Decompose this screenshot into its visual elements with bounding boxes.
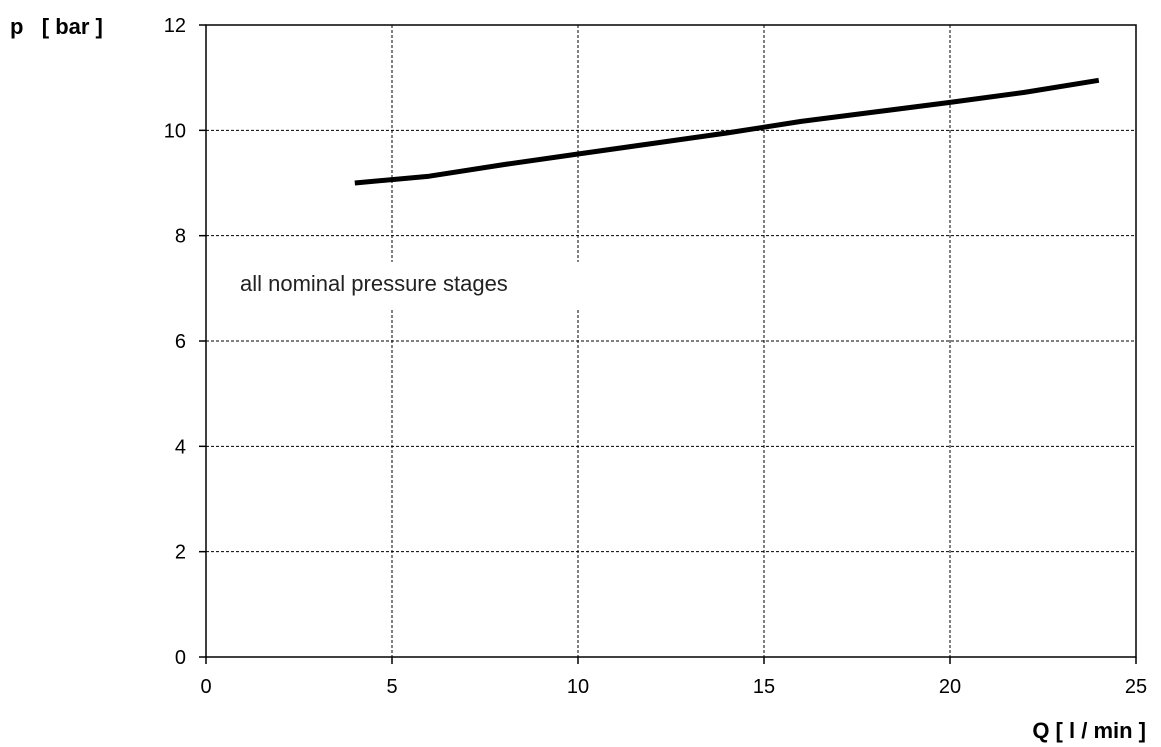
series-group bbox=[354, 77, 1100, 186]
y-tick-label: 12 bbox=[164, 15, 186, 37]
x-tick-label: 15 bbox=[753, 676, 775, 698]
annotation: all nominal pressure stages bbox=[232, 262, 592, 308]
x-axis-label: Q [ l / min ] bbox=[1032, 718, 1146, 743]
x-tick-label: 0 bbox=[200, 676, 211, 698]
annotation-text: all nominal pressure stages bbox=[240, 271, 508, 296]
x-tick-label: 10 bbox=[567, 676, 589, 698]
y-tick-label: 2 bbox=[175, 542, 186, 564]
y-tick-label: 8 bbox=[175, 226, 186, 248]
annotation-background bbox=[232, 262, 592, 308]
tick-marks bbox=[199, 24, 1137, 664]
y-tick-label: 0 bbox=[175, 647, 186, 669]
plot-area-frame bbox=[205, 24, 1137, 658]
y-tick-label: 4 bbox=[175, 436, 186, 458]
y-axis-label: p [ bar ] bbox=[10, 14, 103, 39]
grid-lines bbox=[206, 25, 1136, 657]
x-tick-label: 5 bbox=[386, 676, 397, 698]
series-line bbox=[354, 77, 1100, 186]
x-tick-labels: 0 5 10 15 20 25 bbox=[200, 676, 1147, 698]
y-tick-label: 10 bbox=[164, 120, 186, 142]
x-tick-label: 20 bbox=[939, 676, 961, 698]
x-tick-label: 25 bbox=[1125, 676, 1147, 698]
y-tick-label: 6 bbox=[175, 331, 186, 353]
y-tick-labels: 0 2 4 6 8 10 12 bbox=[164, 15, 186, 669]
